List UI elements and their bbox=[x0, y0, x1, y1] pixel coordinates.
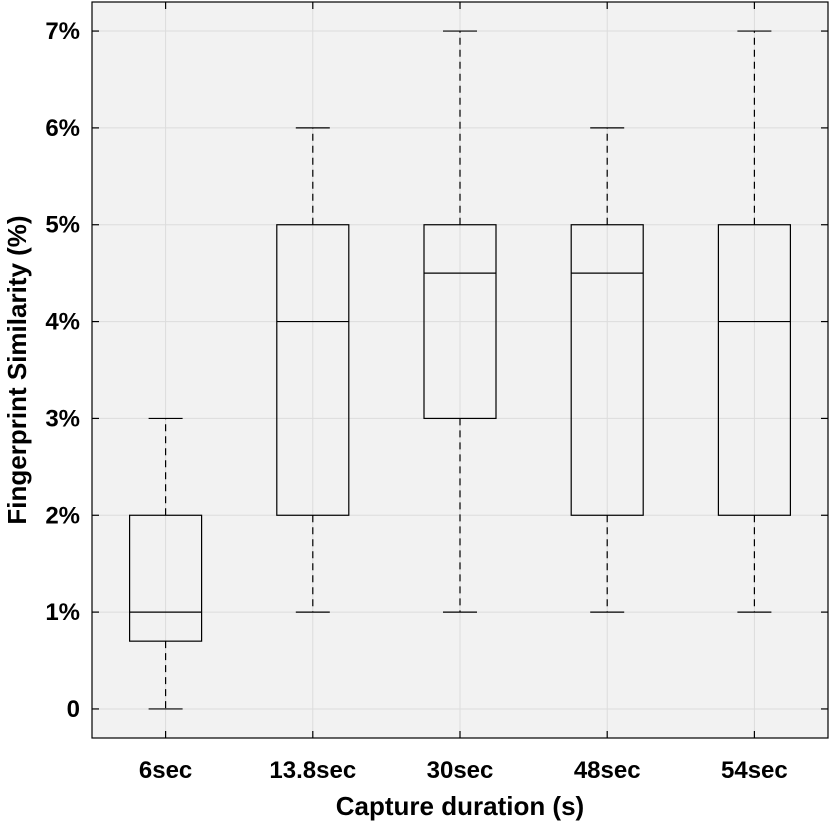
box-6sec bbox=[129, 417, 203, 710]
x-tick-label: 6sec bbox=[139, 757, 192, 784]
iqr-box bbox=[423, 224, 497, 420]
boxes bbox=[129, 30, 792, 710]
y-tick-label: 0 bbox=[67, 696, 80, 723]
y-tick-label: 5% bbox=[45, 212, 80, 239]
iqr-box bbox=[129, 514, 203, 642]
y-tick-label: 3% bbox=[45, 405, 80, 432]
box-13.8sec bbox=[276, 127, 350, 613]
x-axis-title: Capture duration (s) bbox=[336, 791, 584, 821]
y-tick-label: 2% bbox=[45, 502, 80, 529]
iqr-box bbox=[276, 224, 350, 516]
x-tick-label: 54sec bbox=[721, 757, 788, 784]
y-axis-ticks: 0 1% 2% 3% 4% 5% 6% 7% bbox=[45, 18, 828, 723]
y-tick-label: 7% bbox=[45, 18, 80, 45]
box-48sec bbox=[570, 127, 644, 613]
y-axis-title: Fingerprint Similarity (%) bbox=[2, 215, 32, 524]
box-54sec bbox=[717, 30, 792, 613]
iqr-box bbox=[570, 224, 644, 516]
box-30sec bbox=[423, 30, 497, 613]
x-tick-label: 30sec bbox=[427, 757, 494, 784]
x-tick-label: 48sec bbox=[574, 757, 641, 784]
y-tick-label: 1% bbox=[45, 599, 80, 626]
y-tick-label: 6% bbox=[45, 115, 80, 142]
y-tick-label: 4% bbox=[45, 309, 80, 336]
iqr-box bbox=[717, 224, 792, 516]
x-tick-label: 13.8sec bbox=[269, 757, 356, 784]
x-axis-ticks: 6sec 13.8sec 30sec 48sec 54sec bbox=[139, 2, 788, 784]
